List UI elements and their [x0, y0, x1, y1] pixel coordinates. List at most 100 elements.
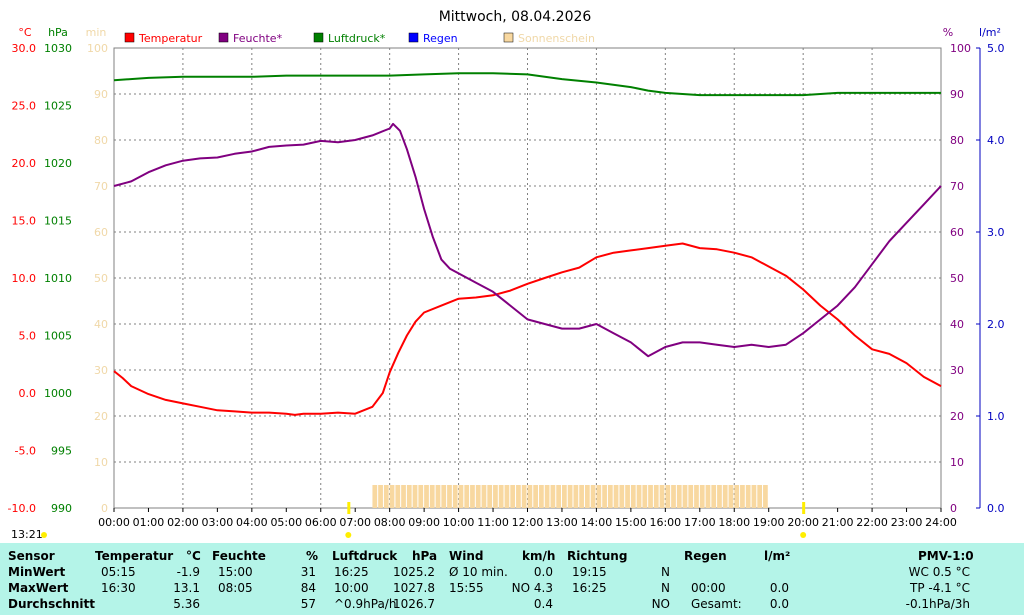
- series-line-feuchte: [113, 122, 942, 358]
- temp-tick-label: 30.0: [12, 42, 37, 55]
- sunshine-bars: [372, 485, 768, 508]
- sunshine-bar: [590, 485, 596, 508]
- sunshine-bar: [544, 485, 550, 508]
- x-tick-label: 05:00: [270, 516, 302, 529]
- sunshine-bar: [527, 485, 533, 508]
- chart-svg: Mittwoch, 08.04.2026 00:00 01:00 02:00 03:0…: [8, 9, 1005, 541]
- series-line-temperatur: [113, 242, 942, 416]
- sunshine-bar: [573, 485, 579, 508]
- stat-pmv: -0.1hPa/3h: [905, 597, 970, 611]
- stat-press-time: ^0.9hPa/h: [334, 597, 397, 611]
- legend-swatch: [503, 32, 514, 43]
- stat-label: MinWert: [8, 565, 66, 579]
- sunshine-bar: [619, 485, 625, 508]
- sunshine-bar: [429, 485, 435, 508]
- sunshine-bar: [458, 485, 464, 508]
- sunshine-bar: [705, 485, 711, 508]
- stat-press-time: 10:00: [334, 581, 369, 595]
- sunshine-bar: [550, 485, 556, 508]
- pressure-tick-label: 1005: [44, 330, 72, 343]
- sunshine-bar: [636, 485, 642, 508]
- legend-swatch: [408, 32, 419, 43]
- axes: 00:00 01:00 02:00 03:00 04:00 05:00 06:00 07:00…: [8, 26, 1005, 529]
- time-marker: [802, 502, 806, 514]
- stat-rain-val: 0.0: [769, 581, 789, 595]
- hdr-sensor: Sensor: [8, 549, 55, 563]
- sunshine-bar: [378, 485, 383, 508]
- stat-temp-val: 5.36: [173, 597, 200, 611]
- humidity-tick-label: 50: [950, 272, 964, 285]
- stat-dir-val: N: [661, 581, 670, 595]
- sunshine-bar: [717, 485, 722, 508]
- sunshine-bar: [751, 485, 757, 508]
- sunshine-bar: [579, 485, 584, 508]
- x-tick-label: 15:00: [615, 516, 647, 529]
- temp-tick-label: 5.0: [19, 330, 37, 343]
- legend-label: Temperatur: [138, 32, 203, 45]
- humidity-tick-label: 90: [950, 88, 964, 101]
- hdr-press-unit: hPa: [412, 549, 438, 563]
- humidity-tick-label: 100: [950, 42, 971, 55]
- series-lines: [113, 72, 942, 416]
- stat-wind-label: Ø 10 min.: [449, 565, 508, 579]
- pressure-tick-label: 1010: [44, 272, 72, 285]
- x-tick-label: 09:00: [408, 516, 440, 529]
- sunshine-bar: [567, 485, 573, 508]
- stat-wind-val: 0.4: [533, 597, 553, 611]
- temp-tick-label: 25.0: [12, 100, 37, 113]
- x-tick-label: 01:00: [133, 516, 165, 529]
- sunshine-bar: [642, 485, 648, 508]
- humidity-tick-label: 20: [950, 410, 964, 423]
- sunshine-bar: [602, 485, 607, 508]
- pressure-tick-label: 1020: [44, 157, 72, 170]
- sunshine-bar: [481, 485, 487, 508]
- stat-wind-val: 0.0: [533, 565, 553, 579]
- x-tick-label: 17:00: [684, 516, 716, 529]
- x-tick-label: 08:00: [374, 516, 406, 529]
- sunshine-bar: [659, 485, 665, 508]
- sunshine-bar: [671, 485, 676, 508]
- sun-tick-label: 40: [94, 318, 108, 331]
- sunshine-bar: [418, 485, 424, 508]
- time-marker-dot: [345, 532, 352, 538]
- time-marker-dot: [800, 532, 807, 538]
- temp-tick-label: 15.0: [12, 215, 37, 228]
- humidity-tick-label: 60: [950, 226, 964, 239]
- sun-tick-label: 10: [94, 456, 108, 469]
- grid: [113, 47, 942, 509]
- hdr-direction: Richtung: [567, 549, 628, 563]
- humidity-tick-label: 70: [950, 180, 964, 193]
- sunshine-bar: [441, 485, 447, 508]
- x-tick-label: 13:00: [546, 516, 578, 529]
- hdr-pressure: Luftdruck: [332, 549, 398, 563]
- x-tick-label: 12:00: [512, 516, 544, 529]
- pressure-tick-label: 1000: [44, 387, 72, 400]
- time-marker-label-dot: [41, 532, 47, 538]
- weather-chart: Mittwoch, 08.04.2026 00:00 01:00 02:00 03:0…: [8, 9, 1005, 541]
- sunshine-bar: [728, 485, 734, 508]
- sunshine-bar: [464, 485, 470, 508]
- temp-tick-label: -5.0: [15, 445, 36, 458]
- x-tick-label: 06:00: [305, 516, 337, 529]
- sunshine-bar: [688, 485, 694, 508]
- x-tick-label: 18:00: [718, 516, 750, 529]
- stat-hum-time: 08:05: [218, 581, 253, 595]
- sun-tick-label: 50: [94, 272, 108, 285]
- stat-label: Durchschnitt: [8, 597, 96, 611]
- stat-hum-val: 84: [300, 581, 316, 595]
- sunshine-bar: [475, 485, 481, 508]
- time-marker: [347, 502, 351, 514]
- x-tick-label: 14:00: [581, 516, 613, 529]
- stats-table: Sensor Temperatur °C Feuchte % Luftdruck…: [0, 543, 1024, 615]
- stat-wind-label: 15:55: [449, 581, 484, 595]
- sunshine-bar: [383, 485, 389, 508]
- stat-press-time: 16:25: [334, 565, 369, 579]
- temp-tick-label: -10.0: [8, 502, 36, 515]
- sunshine-bar: [452, 485, 458, 508]
- pressure-tick-label: 1015: [44, 215, 72, 228]
- sunshine-bar: [665, 485, 671, 508]
- sunshine-bar: [435, 485, 441, 508]
- time-markers: 13:21: [11, 502, 807, 541]
- sunshine-bar: [740, 485, 745, 508]
- sunshine-bar: [757, 485, 763, 508]
